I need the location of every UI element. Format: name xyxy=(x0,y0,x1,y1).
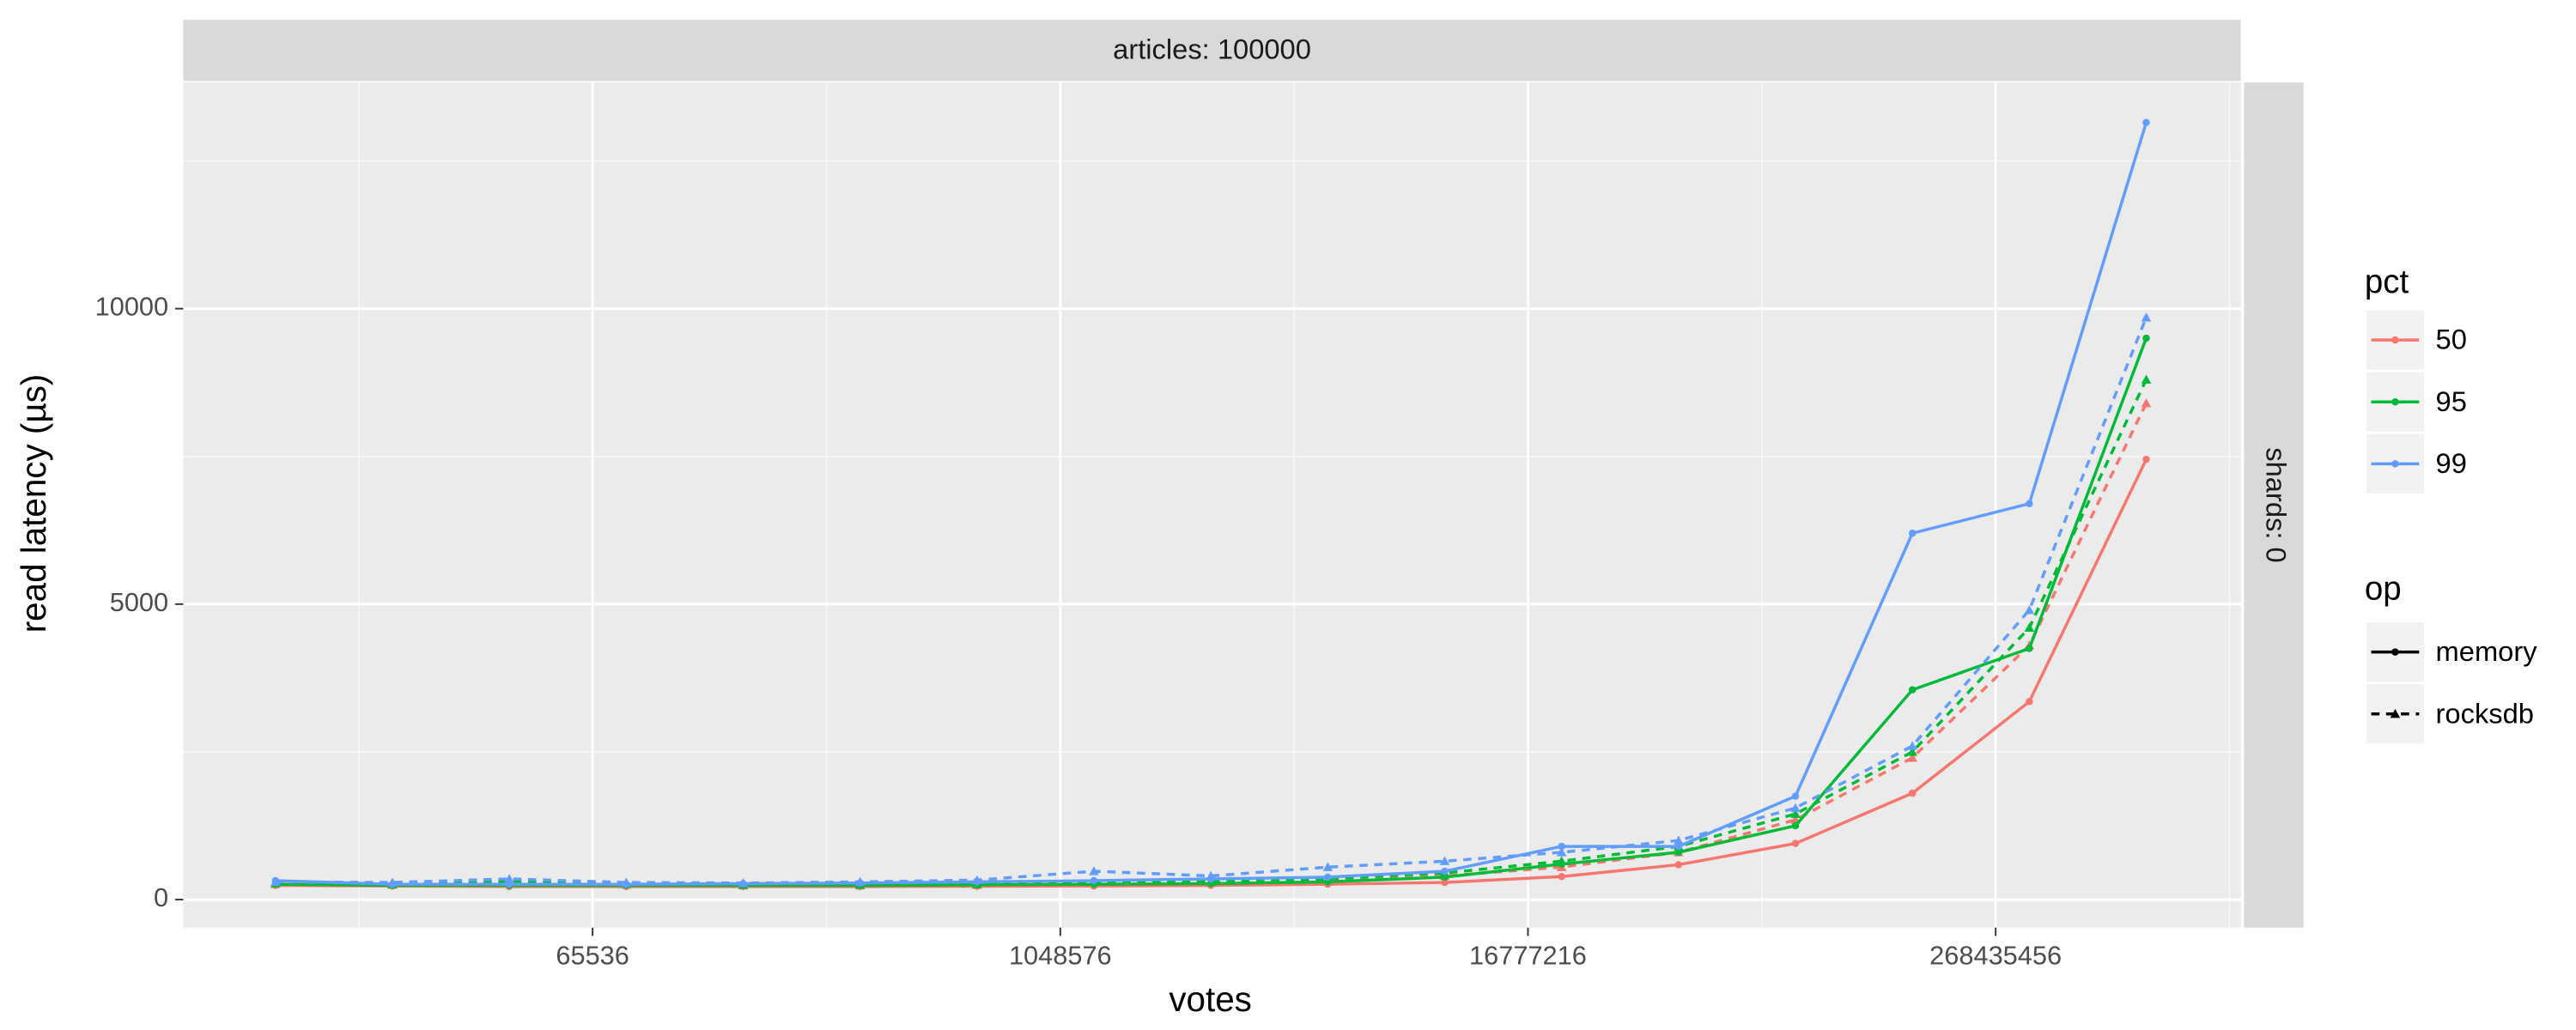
point xyxy=(1674,848,1683,857)
x-tick-label: 1048576 xyxy=(1009,941,1112,971)
point xyxy=(621,877,632,887)
point xyxy=(2141,374,2152,384)
point xyxy=(2026,645,2033,652)
y-tick-label: 0 xyxy=(154,882,168,912)
point xyxy=(1791,839,1800,847)
point xyxy=(1441,867,1449,876)
legend-swatch xyxy=(2391,336,2399,344)
legend: pct 50 95 99 op memory rocksdb xyxy=(2365,264,2538,744)
point xyxy=(1089,866,1099,876)
point xyxy=(2026,698,2033,706)
facet-label-top: articles: 100000 xyxy=(1113,33,1311,64)
point xyxy=(1322,862,1334,871)
point xyxy=(972,875,982,884)
point xyxy=(1558,872,1565,881)
point xyxy=(1908,789,1917,797)
grid: 65536 1048576 16777216 268435456 0 5000 10000 xyxy=(95,82,2241,971)
x-tick-label: 65536 xyxy=(556,941,629,971)
point xyxy=(2390,708,2401,718)
point xyxy=(2142,118,2150,126)
point xyxy=(270,876,281,887)
point xyxy=(1556,847,1567,857)
point xyxy=(1790,803,1801,812)
point xyxy=(1908,686,1917,694)
point xyxy=(1791,792,1800,800)
point xyxy=(1674,835,1684,845)
facet-label-right: shards: 0 xyxy=(2260,447,2292,562)
point xyxy=(1790,809,1801,818)
facet-strip-right xyxy=(2244,82,2304,928)
point xyxy=(2141,312,2152,322)
point xyxy=(504,874,514,883)
point xyxy=(1907,747,1917,756)
panel xyxy=(183,82,2241,928)
x-axis-title: votes xyxy=(1169,979,1252,1019)
y-tick-label: 5000 xyxy=(110,587,168,617)
legend-title: op xyxy=(2365,571,2402,608)
point xyxy=(1556,856,1567,865)
point xyxy=(738,878,749,888)
y-tick-label: 10000 xyxy=(95,292,169,322)
point xyxy=(1439,856,1450,865)
point xyxy=(1791,821,1800,830)
point xyxy=(1674,861,1683,869)
point xyxy=(1090,876,1098,885)
point xyxy=(1907,753,1917,762)
point xyxy=(387,877,398,887)
point xyxy=(2024,604,2035,615)
legend-title: pct xyxy=(2365,264,2409,300)
point xyxy=(1324,873,1332,882)
facet-strip-top xyxy=(183,20,2241,82)
point xyxy=(2391,648,2399,656)
point xyxy=(2141,398,2152,408)
point xyxy=(1441,878,1449,887)
point xyxy=(2024,622,2035,632)
legend-label: memory xyxy=(2436,635,2538,667)
marks xyxy=(270,118,2152,891)
point xyxy=(1206,870,1216,881)
point xyxy=(1674,842,1683,851)
x-tick-label: 268435456 xyxy=(1929,941,2062,971)
point xyxy=(2142,455,2150,464)
legend-label: 95 xyxy=(2436,385,2467,417)
legend-label: rocksdb xyxy=(2436,697,2534,729)
point xyxy=(1908,530,1917,537)
x-tick-label: 16777216 xyxy=(1469,941,1587,971)
legend-swatch xyxy=(2391,460,2399,468)
point xyxy=(1907,741,1917,750)
point xyxy=(1558,842,1565,851)
legend-swatch xyxy=(2391,398,2399,406)
point xyxy=(854,876,866,887)
legend-label: 99 xyxy=(2436,447,2467,479)
y-axis-title: read latency (µs) xyxy=(14,374,53,633)
legend-label: 50 xyxy=(2436,324,2467,355)
point xyxy=(2026,500,2033,508)
point xyxy=(2142,334,2150,342)
